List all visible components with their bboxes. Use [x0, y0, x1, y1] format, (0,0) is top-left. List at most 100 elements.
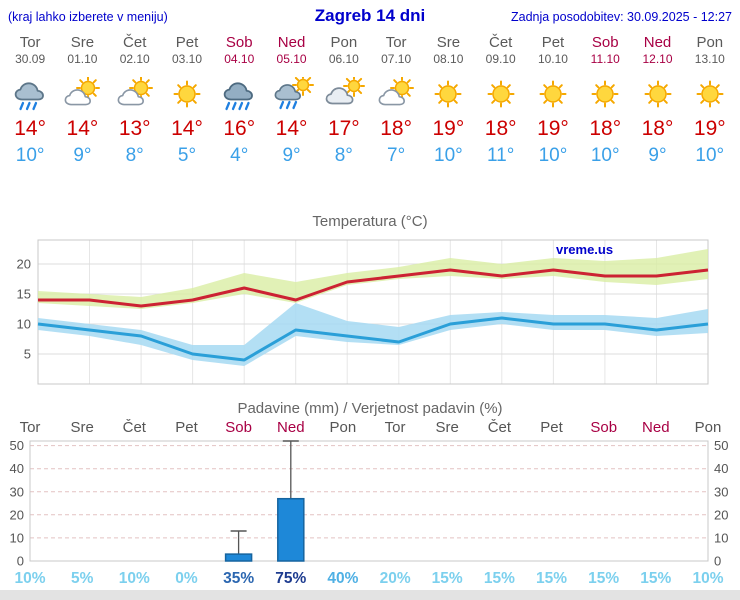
day-name: Ned [277, 34, 306, 51]
day-date: 05.10 [276, 52, 307, 66]
temperature-chart: 5 10 15 20 vreme.us [17, 239, 709, 385]
day-name: Pon [696, 34, 724, 51]
temp-max: 18° [641, 117, 674, 140]
temp-max: 14° [275, 117, 308, 140]
y-tick-label-left: 40 [10, 461, 24, 476]
precip-probability: 10% [119, 570, 150, 587]
precip-probability: 20% [380, 570, 411, 587]
precip-probability: 0% [175, 570, 198, 587]
y-tick-label-left: 50 [10, 438, 24, 453]
precipitation-chart: Tor Sre Čet Pet Sob Ned Pon Tor Sre Čet Pet Sob Ned P… [10, 419, 729, 587]
sun-rain-icon [265, 74, 317, 114]
precip-bar [224, 553, 253, 562]
precip-probability: 15% [640, 570, 671, 587]
precip-day-label: Ned [642, 419, 670, 436]
forecast-day-column: Sre 01.10 14° 9° [56, 34, 108, 167]
forecast-day-column: Pon 13.10 19° 10° [684, 34, 736, 167]
sunny-icon [579, 74, 631, 114]
day-name: Tor [19, 34, 41, 51]
temp-max: 18° [589, 117, 622, 140]
y-tick-label-right: 0 [714, 554, 721, 569]
sunny-icon [684, 74, 736, 114]
precip-day-label: Čet [123, 419, 147, 436]
day-name: Sre [436, 34, 461, 51]
temp-min: 10° [15, 145, 45, 166]
forecast-day-column: Tor 07.10 18° 7° [370, 34, 422, 167]
sunny-icon [631, 74, 683, 114]
precip-probability: 75% [275, 570, 306, 587]
precip-day-label: Pon [695, 419, 722, 436]
day-name: Sre [70, 34, 95, 51]
min-temp-band [38, 303, 708, 366]
temp-min: 7° [387, 145, 406, 166]
day-date: 02.10 [119, 52, 150, 66]
precip-day-label: Sob [590, 419, 617, 436]
partly-cloudy-icon [370, 74, 422, 114]
forecast-day-column: Sob 04.10 16° 4° [213, 34, 265, 167]
day-date: 11.10 [590, 52, 620, 66]
temp-max: 14° [14, 117, 47, 140]
temp-max: 14° [66, 117, 99, 140]
temp-max: 19° [693, 117, 726, 140]
forecast-day-column: Ned 05.10 14° 9° [265, 34, 317, 167]
heavy-rain-icon [213, 74, 265, 114]
temp-max: 19° [537, 117, 569, 140]
precip-probability: 15% [536, 570, 567, 587]
day-date: 09.10 [485, 52, 516, 66]
forecast-day-column: Sre 08.10 19° 10° [422, 34, 474, 167]
precip-bar [277, 497, 305, 562]
y-tick-label-left: 20 [10, 507, 24, 522]
footer-bar [0, 590, 740, 600]
temp-min: 10° [590, 145, 620, 166]
y-tick-label-left: 30 [10, 484, 24, 499]
temp-min: 10° [434, 145, 463, 166]
temp-max: 13° [118, 117, 151, 140]
day-name: Čet [489, 34, 513, 51]
precipitation-chart-title: Padavine (mm) / Verjetnost padavin (%) [237, 400, 503, 417]
y-tick-label: 10 [17, 317, 31, 332]
temp-min: 9° [73, 145, 92, 166]
temp-min: 10° [695, 145, 725, 166]
day-date: 04.10 [224, 52, 255, 66]
day-date: 30.09 [15, 52, 46, 66]
day-date: 01.10 [67, 52, 98, 66]
day-date: 10.10 [537, 52, 568, 66]
day-date: 13.10 [694, 52, 725, 66]
partly-cloudy-icon [109, 74, 161, 114]
forecast-table: Tor 30.09 14° 10° Sre 01.10 14° 9° Čet 02.10 13° 8°… [0, 26, 740, 167]
sunny-icon [475, 74, 527, 114]
precip-day-label: Pon [330, 419, 357, 436]
min-temp-line [37, 316, 709, 362]
precip-day-label: Tor [385, 419, 406, 436]
precip-day-label: Čet [488, 419, 512, 436]
precip-day-label: Ned [277, 419, 305, 436]
forecast-day-column: Čet 02.10 13° 8° [109, 34, 161, 167]
last-update: Zadnja posodobitev: 30.09.2025 - 12:27 [510, 10, 732, 24]
forecast-day-column: Čet 09.10 18° 11° [475, 34, 527, 167]
precip-probability: 15% [484, 570, 515, 587]
precip-day-label: Sre [71, 419, 94, 436]
day-date: 08.10 [433, 52, 464, 66]
mostly-cloudy-icon [318, 74, 370, 114]
y-tick-label-right: 50 [714, 438, 728, 453]
precip-day-label: Pet [175, 419, 198, 436]
temp-min: 11° [487, 145, 515, 166]
temp-min: 5° [177, 145, 197, 166]
watermark: vreme.us [556, 242, 613, 257]
forecast-day-column: Tor 30.09 14° 10° [4, 34, 56, 167]
precip-probability: 5% [71, 570, 94, 587]
temp-min: 10° [538, 145, 568, 166]
sunny-icon [161, 74, 213, 114]
precip-day-label: Tor [20, 419, 41, 436]
y-tick-label-right: 10 [714, 530, 728, 545]
day-date: 06.10 [328, 52, 359, 66]
day-date: 07.10 [381, 52, 412, 66]
page-title: Zagreb 14 dni [314, 6, 426, 25]
y-tick-label-right: 40 [714, 461, 728, 476]
forecast-day-column: Pon 06.10 17° 8° [318, 34, 370, 167]
temp-max: 16° [223, 117, 256, 140]
day-name: Ned [643, 34, 672, 51]
forecast-day-column: Ned 12.10 18° 9° [631, 34, 683, 167]
day-name: Pet [175, 34, 199, 51]
